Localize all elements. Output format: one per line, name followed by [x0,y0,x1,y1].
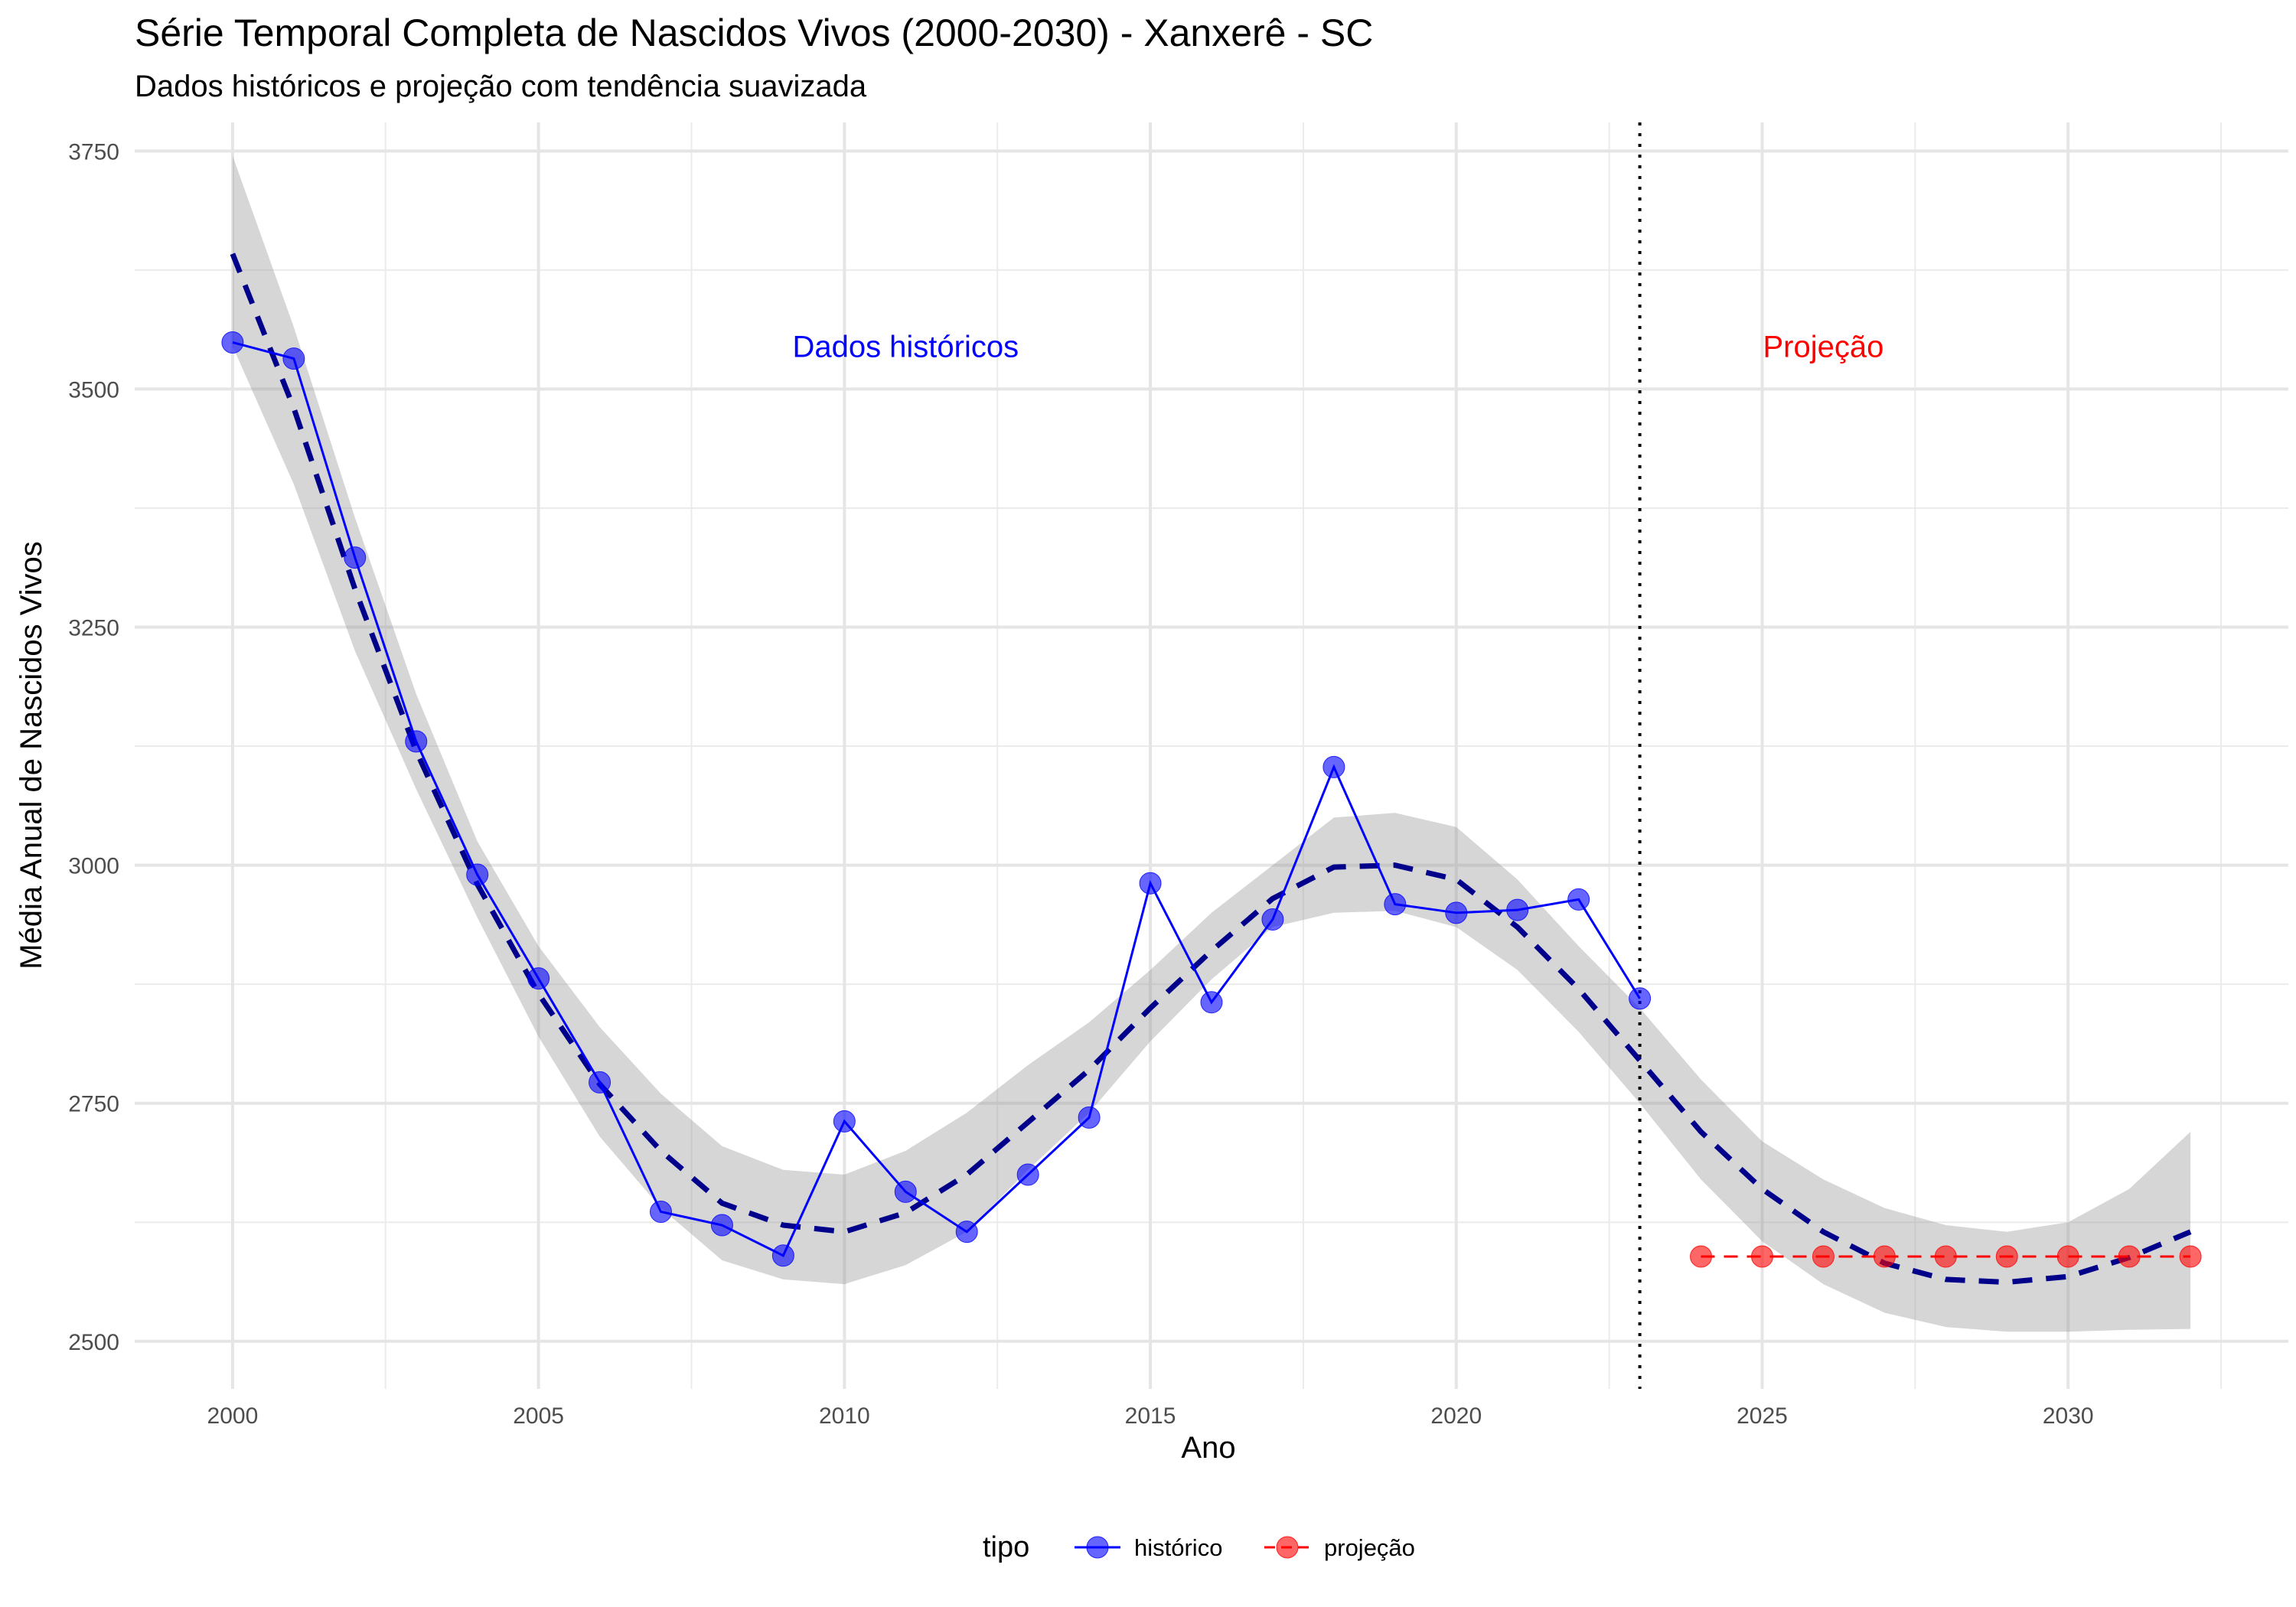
legend-key-point [1086,1536,1109,1559]
grid [135,122,2288,1389]
data-point-0 [1567,888,1590,911]
data-point-0 [955,1221,978,1244]
data-point-0 [650,1201,673,1224]
x-axis-title: Ano [1181,1431,1235,1465]
x-tick-label: 2015 [1125,1403,1176,1429]
y-tick-label: 3500 [68,377,119,403]
data-point-0 [1078,1106,1101,1129]
data-point-0 [894,1180,917,1203]
x-tick-label: 2005 [513,1403,564,1429]
y-tick-label: 2750 [68,1092,119,1117]
data-point-0 [1016,1163,1039,1186]
data-point-1 [1750,1245,1773,1268]
legend-title: tipo [983,1531,1029,1563]
trend-path [230,253,2192,1286]
x-tick-label: 2020 [1430,1403,1482,1429]
data-point-1 [1995,1245,2018,1268]
annotation-label: Dados históricos [792,330,1019,363]
data-point-0 [282,347,305,370]
legend-label: projeção [1324,1534,1415,1561]
chart-title: Série Temporal Completa de Nascidos Vivo… [135,11,1373,54]
data-point-0 [1506,898,1529,921]
data-point-0 [1384,893,1407,916]
data-point-0 [1629,987,1652,1010]
data-point-0 [344,546,367,569]
y-tick-label: 2500 [68,1330,119,1355]
data-point-0 [710,1214,733,1237]
x-axis-ticks: 2000 2005 2010 2015 2020 2025 2030 [207,1403,2094,1429]
data-point-1 [1873,1245,1896,1268]
legend: tipo histórico projeção [983,1531,1415,1563]
legend-label: histórico [1134,1534,1222,1561]
data-point-1 [1690,1245,1713,1268]
series-group [221,331,2202,1268]
data-point-0 [833,1110,856,1133]
data-point-0 [1445,901,1468,924]
data-point-1 [2179,1245,2202,1268]
data-point-0 [1322,755,1345,778]
data-point-1 [1812,1245,1835,1268]
data-point-0 [527,967,550,990]
y-axis-title: Média Anual de Nascidos Vivos [15,541,48,970]
annotation-label: Projeção [1763,330,1883,363]
annotations: Dados históricos Projeção [792,330,1883,363]
data-point-1 [1934,1245,1957,1268]
trend-line [230,253,2192,1286]
data-point-1 [2118,1245,2141,1268]
data-point-0 [1261,908,1284,931]
data-point-0 [589,1071,612,1094]
legend-key-point [1276,1536,1299,1559]
y-axis-ticks: 2500 2750 3000 3250 3500 3750 [68,139,119,1354]
x-tick-label: 2000 [207,1403,259,1429]
data-point-0 [771,1244,794,1267]
data-point-0 [221,331,244,354]
y-tick-label: 3250 [68,616,119,641]
x-tick-label: 2025 [1737,1403,1788,1429]
x-tick-label: 2030 [2043,1403,2094,1429]
y-tick-label: 3750 [68,139,119,165]
data-point-0 [466,863,489,886]
chart-subtitle: Dados históricos e projeção com tendênci… [135,70,867,103]
data-point-0 [1200,991,1223,1014]
x-tick-label: 2010 [819,1403,870,1429]
data-point-0 [405,730,428,753]
data-point-0 [1139,872,1162,895]
y-tick-label: 3000 [68,854,119,879]
data-point-1 [2056,1245,2079,1268]
